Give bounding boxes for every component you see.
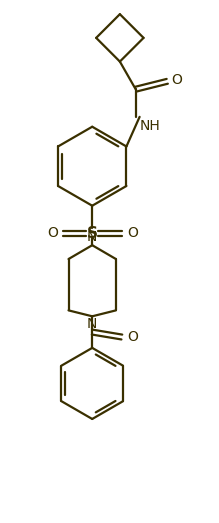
Text: N: N — [87, 317, 97, 331]
Text: S: S — [87, 226, 98, 241]
Text: O: O — [171, 73, 182, 87]
Text: NH: NH — [140, 119, 160, 133]
Text: O: O — [47, 226, 58, 241]
Text: N: N — [87, 230, 97, 244]
Text: O: O — [127, 330, 138, 344]
Text: O: O — [127, 226, 138, 241]
